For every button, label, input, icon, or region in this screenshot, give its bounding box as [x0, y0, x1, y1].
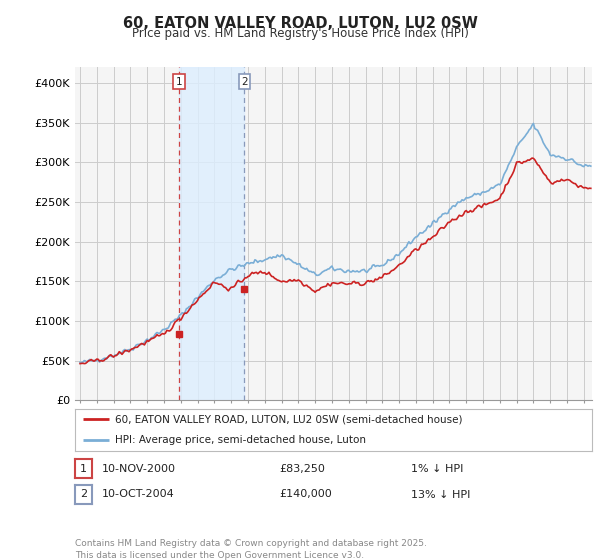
Text: HPI: Average price, semi-detached house, Luton: HPI: Average price, semi-detached house,…	[115, 435, 367, 445]
Text: £83,250: £83,250	[279, 464, 325, 474]
Text: Contains HM Land Registry data © Crown copyright and database right 2025.
This d: Contains HM Land Registry data © Crown c…	[75, 539, 427, 560]
Text: 60, EATON VALLEY ROAD, LUTON, LU2 0SW: 60, EATON VALLEY ROAD, LUTON, LU2 0SW	[122, 16, 478, 31]
Text: £140,000: £140,000	[279, 489, 332, 500]
Text: 2: 2	[241, 77, 248, 87]
Text: 13% ↓ HPI: 13% ↓ HPI	[411, 489, 470, 500]
Text: 1: 1	[175, 77, 182, 87]
Text: 10-OCT-2004: 10-OCT-2004	[102, 489, 175, 500]
Text: 2: 2	[80, 489, 87, 500]
Text: 10-NOV-2000: 10-NOV-2000	[102, 464, 176, 474]
Text: 1% ↓ HPI: 1% ↓ HPI	[411, 464, 463, 474]
Text: 60, EATON VALLEY ROAD, LUTON, LU2 0SW (semi-detached house): 60, EATON VALLEY ROAD, LUTON, LU2 0SW (s…	[115, 414, 463, 424]
Text: Price paid vs. HM Land Registry's House Price Index (HPI): Price paid vs. HM Land Registry's House …	[131, 27, 469, 40]
Bar	[179, 67, 244, 400]
Text: 1: 1	[80, 464, 87, 474]
